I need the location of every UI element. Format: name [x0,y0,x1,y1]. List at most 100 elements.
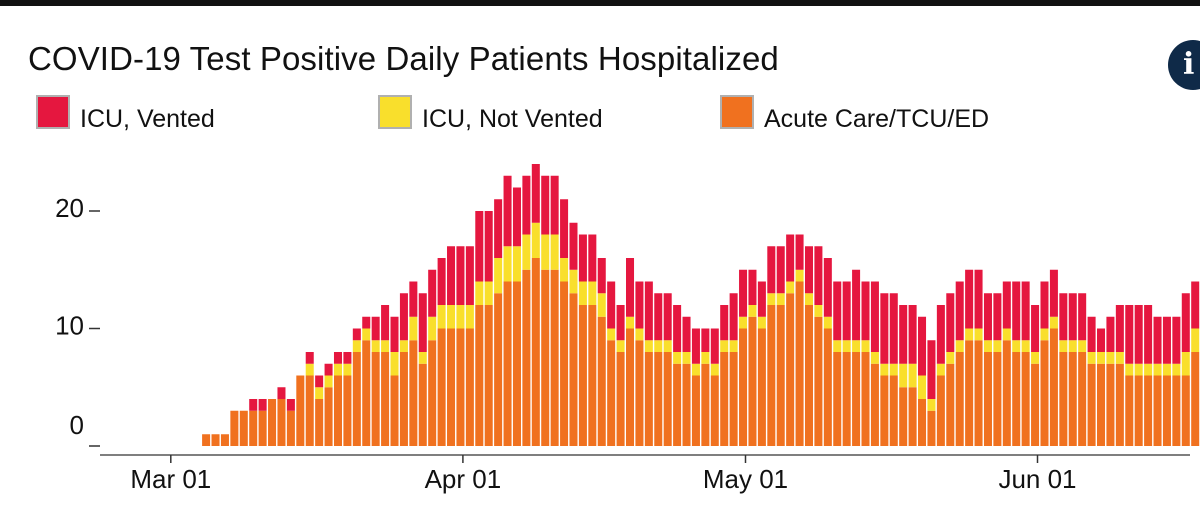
legend-label-icu-not-vented: ICU, Not Vented [422,105,603,133]
bar-segment [1021,340,1030,352]
bar-segment [880,363,889,376]
bar-segment [965,340,974,446]
bar-segment [1172,375,1181,446]
bar-segment [1106,352,1115,364]
bar-segment [447,328,456,446]
bar-segment [494,258,503,294]
bar-segment [720,305,729,341]
bar-segment [399,293,408,341]
bar-segment [352,328,361,341]
bar-segment [512,246,521,282]
bar-segment [899,305,908,364]
bar-segment [503,281,512,446]
bar-segment [550,234,559,270]
bar-segment [352,352,361,446]
bar-segment [315,399,324,446]
bar-segment [1031,352,1040,364]
bar-segment [870,281,879,352]
bar-segment [616,352,625,446]
bar-segment [1040,340,1049,446]
bar-segment [447,305,456,329]
bar-segment [399,340,408,352]
bar-segment [362,328,371,341]
bar-segment [465,328,474,446]
bar-segment [1097,328,1106,352]
bar-segment [1040,281,1049,329]
bar-segment [767,246,776,294]
bar-segment [352,340,361,352]
bar-segment [757,328,766,446]
bar-segment [983,340,992,352]
bar-segment [644,281,653,341]
bar-segment [418,352,427,364]
bar-segment [578,305,587,446]
bar-segment [663,352,672,446]
bar-segment [249,410,258,446]
bar-segment [1153,316,1162,364]
legend-swatch-acute-care [720,95,754,129]
bar-segment [428,340,437,446]
bar-segment [409,281,418,317]
bar-segment [531,222,540,258]
bar-segment [786,293,795,446]
bar-segment [381,305,390,341]
bar-segment [512,187,521,247]
bar-segment [1115,305,1124,352]
bar-segment [1078,352,1087,446]
bar-segment [626,316,635,329]
bar-segment [315,387,324,399]
bar-segment [739,316,748,329]
bar-segment [965,269,974,329]
bar-segment [1181,375,1190,446]
bar-segment [381,340,390,352]
bar-segment [456,305,465,329]
bar-segment [1125,305,1134,364]
bar-segment [1162,316,1171,364]
bar-segment [776,305,785,446]
bar-segment [757,316,766,329]
bar-segment [1144,305,1153,364]
bar-segment [720,352,729,446]
bar-segment [456,328,465,446]
bar-segment [315,375,324,388]
bar-segment [1012,340,1021,352]
bar-segment [908,387,917,446]
bar-segment [946,293,955,352]
bar-segment [343,375,352,446]
y-tick-label: 0 [70,410,84,440]
bar-segment [578,281,587,305]
bar-segment [494,199,503,258]
bar-segment [927,340,936,399]
bar-segment [1068,340,1077,352]
bar-segment [1087,363,1096,446]
bar-segment [475,305,484,446]
bar-segment [682,352,691,364]
bar-segment [324,387,333,446]
bar-segment [220,434,229,446]
bar-segment [1191,328,1200,352]
bar-segment [465,305,474,329]
legend-swatch-icu-vented [36,95,70,129]
bar-segment [1106,316,1115,352]
bar-segment [786,234,795,282]
bar-segment [739,269,748,317]
bar-segment [437,258,446,305]
bar-segment [804,293,813,305]
bar-segment [814,316,823,446]
bar-segment [418,293,427,352]
bar-segment [955,340,964,352]
bar-segment [202,434,211,446]
bar-segment [522,234,531,270]
bar-segment [409,340,418,446]
bar-segment [503,175,512,247]
bar-segment [560,258,569,282]
bar-segment [842,340,851,352]
bar-segment [277,387,286,399]
bar-segment [729,352,738,446]
bar-segment [569,293,578,446]
bar-segment [861,352,870,446]
bar-segment [701,328,710,352]
bar-segment [626,258,635,317]
bar-segment [531,258,540,446]
